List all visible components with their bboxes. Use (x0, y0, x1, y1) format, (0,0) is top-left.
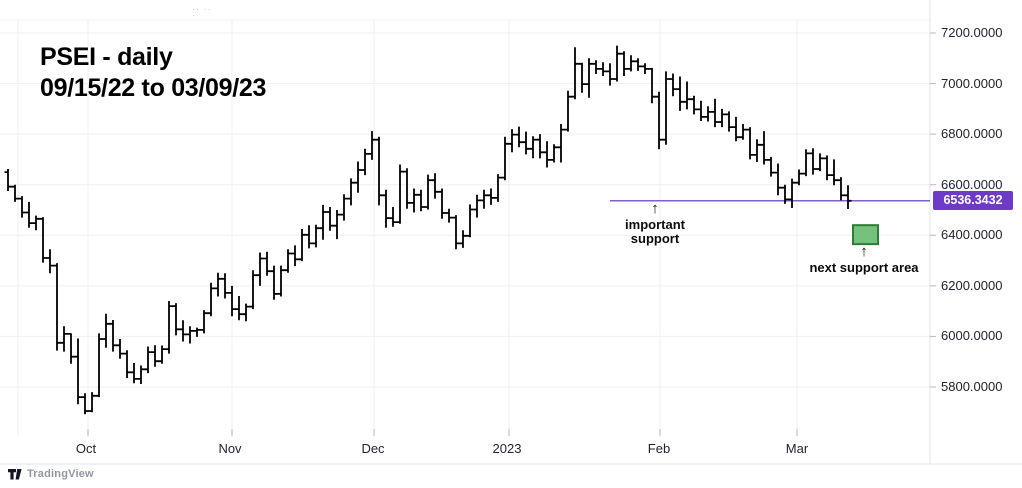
time-axis-label: Mar (785, 441, 809, 456)
price-axis-label: 7000.0000 (941, 75, 1003, 91)
chart-title-symbol: PSEI - daily (40, 43, 173, 71)
attribution-bar: TradingView (8, 468, 94, 480)
chart-title: PSEI - daily 09/15/22 to 03/09/23 (40, 42, 266, 104)
next-support-area-box[interactable] (852, 224, 879, 246)
important-support-label-line2: support (630, 231, 680, 246)
price-axis-label: 6400.0000 (941, 227, 1003, 243)
next-support-label: next support area (809, 260, 919, 275)
time-axis-label: Dec (361, 441, 385, 456)
time-axis-label: Nov (218, 441, 242, 456)
last-price-badge: 6536.3432 (933, 191, 1013, 211)
price-axis-label: 6600.0000 (941, 176, 1003, 192)
price-axis-label: 7200.0000 (941, 25, 1003, 40)
time-axis-label: 2023 (492, 441, 522, 456)
important-support-label-line1: important (625, 217, 685, 232)
axis-borders (0, 0, 1022, 465)
ohlc-bars (4, 45, 852, 415)
time-axis-label: Feb (647, 441, 671, 456)
drag-handle-dots-icon: ·· ·· · (192, 4, 212, 20)
price-axis-label: 6800.0000 (941, 126, 1003, 142)
price-axis-label: 6200.0000 (941, 277, 1003, 293)
chart-title-range: 09/15/22 to 03/09/23 (40, 74, 267, 102)
next-support-annotation: ↑ next support area (809, 243, 919, 275)
important-support-annotation: ↑ important support (625, 200, 685, 246)
price-axis-label: 5800.0000 (941, 379, 1003, 394)
tradingview-logo-icon[interactable] (8, 468, 22, 480)
time-axis-label: Oct (75, 441, 97, 456)
price-axis-label: 6000.0000 (941, 328, 1003, 344)
up-arrow-icon: ↑ (651, 200, 659, 217)
up-arrow-icon: ↑ (860, 243, 868, 260)
tradingview-brand-text[interactable]: TradingView (27, 468, 94, 480)
